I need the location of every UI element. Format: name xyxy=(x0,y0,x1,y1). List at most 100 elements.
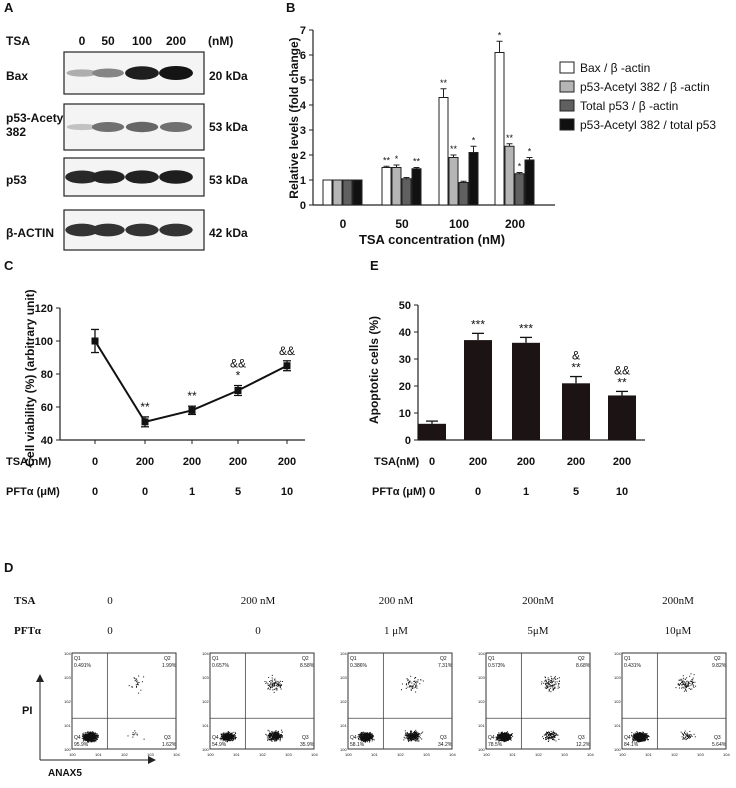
flow-dot xyxy=(675,687,677,689)
flow-dot xyxy=(275,735,277,737)
flow-dot xyxy=(544,687,546,689)
flow-dot xyxy=(420,679,422,681)
flow-dot xyxy=(274,682,276,683)
flow-dot xyxy=(368,734,370,736)
flow-dot xyxy=(267,729,269,731)
flow-dot xyxy=(367,734,369,736)
flow-dot xyxy=(634,737,635,738)
flow-dot xyxy=(551,685,553,686)
flow-dot xyxy=(266,681,268,683)
flow-q2-value-2: 7.31% xyxy=(438,663,453,669)
flow-dot xyxy=(550,736,552,738)
chart-c: 40608010012000**2000**2001*&&2005&&20010… xyxy=(6,289,305,498)
flow-dot xyxy=(89,736,91,737)
flow-dot xyxy=(275,738,277,740)
flow-dot xyxy=(641,735,642,737)
flow-tsa-4: 200nM xyxy=(662,595,694,607)
e-ylabel: Apoptotic cells (%) xyxy=(367,316,381,424)
flow-dot xyxy=(553,688,554,690)
flow-dot xyxy=(362,735,364,737)
flow-dot xyxy=(552,734,553,736)
flow-xtick-4-1: 101 xyxy=(645,752,652,757)
flow-dot xyxy=(685,687,687,689)
flow-dot xyxy=(373,739,375,741)
flow-pft-3: 5μM xyxy=(527,625,548,637)
flow-dot xyxy=(406,732,408,734)
flow-dot xyxy=(639,732,641,733)
flow-dot xyxy=(415,738,417,740)
b-legend-label-1: p53-Acetyl 382 / β -actin xyxy=(580,80,710,94)
flow-dot xyxy=(690,734,692,736)
flow-dot xyxy=(93,740,95,742)
flow-dot xyxy=(505,732,507,734)
flow-dot xyxy=(90,735,92,737)
flow-dot xyxy=(407,680,409,682)
flow-dot xyxy=(408,734,410,736)
flow-dot xyxy=(689,734,691,736)
flow-dot xyxy=(360,733,362,735)
flow-dot xyxy=(136,686,137,687)
flow-plot-3: Q10.573%Q28.68%Q478.5%Q312.2%10010010110… xyxy=(478,651,594,757)
flow-dot xyxy=(273,732,275,734)
flow-dot xyxy=(87,738,88,740)
flow-dot xyxy=(138,675,140,677)
flow-dot xyxy=(409,685,411,687)
flow-dot xyxy=(82,734,84,736)
flow-dot xyxy=(134,678,136,680)
flow-dot xyxy=(228,737,230,739)
flow-xtick-2-2: 102 xyxy=(397,752,404,757)
flow-dot xyxy=(228,732,230,734)
flow-dot xyxy=(677,684,679,686)
flow-dot xyxy=(548,731,550,733)
flow-dot xyxy=(413,683,415,685)
flow-dot xyxy=(275,682,277,684)
flow-dot xyxy=(88,737,90,739)
flow-dot xyxy=(364,739,366,741)
flow-dot xyxy=(691,679,693,681)
flow-dot xyxy=(270,739,272,741)
flow-dot xyxy=(687,684,689,686)
flow-xtick-0-2: 102 xyxy=(121,752,128,757)
flow-dot xyxy=(228,739,230,741)
flow-dot xyxy=(87,734,89,736)
flow-dot xyxy=(275,731,276,733)
flow-dot xyxy=(686,735,688,737)
flow-dot xyxy=(682,683,684,685)
flow-dot xyxy=(546,734,548,736)
flow-dot xyxy=(683,736,684,738)
flow-dot xyxy=(551,679,552,681)
dose-label-2: 100 xyxy=(132,34,152,48)
flow-dot xyxy=(645,737,647,739)
flow-dot xyxy=(502,738,504,740)
flow-dot xyxy=(279,683,281,685)
flow-dot xyxy=(227,741,228,743)
flow-dot xyxy=(677,683,679,685)
flow-dot xyxy=(225,736,227,738)
panel-e-letter: E xyxy=(370,258,379,273)
flow-dot xyxy=(269,739,271,741)
flow-xtick-1-1: 101 xyxy=(233,752,240,757)
flow-dot xyxy=(504,735,506,737)
flow-dot xyxy=(277,734,279,736)
flow-dot xyxy=(632,739,634,741)
flow-dot xyxy=(271,687,273,689)
flow-dot xyxy=(408,737,410,739)
flow-dot xyxy=(362,739,363,741)
flow-dot xyxy=(220,739,222,741)
flow-dot xyxy=(403,736,405,738)
flow-dot xyxy=(137,684,139,686)
flow-dot xyxy=(360,738,362,740)
flow-dot xyxy=(404,737,406,739)
flow-dot xyxy=(265,733,267,735)
flow-dot xyxy=(646,734,648,736)
flow-dot xyxy=(683,690,685,692)
dose-label-3: 200 xyxy=(166,34,186,48)
flow-xtick-1-4: 104 xyxy=(311,752,318,757)
flow-dot xyxy=(143,676,145,678)
flow-dot xyxy=(499,733,501,735)
flow-dot xyxy=(363,732,365,734)
flow-dot xyxy=(504,734,506,736)
e-bar-4 xyxy=(608,395,636,440)
flow-dot xyxy=(276,732,278,734)
flow-dot xyxy=(501,732,503,734)
